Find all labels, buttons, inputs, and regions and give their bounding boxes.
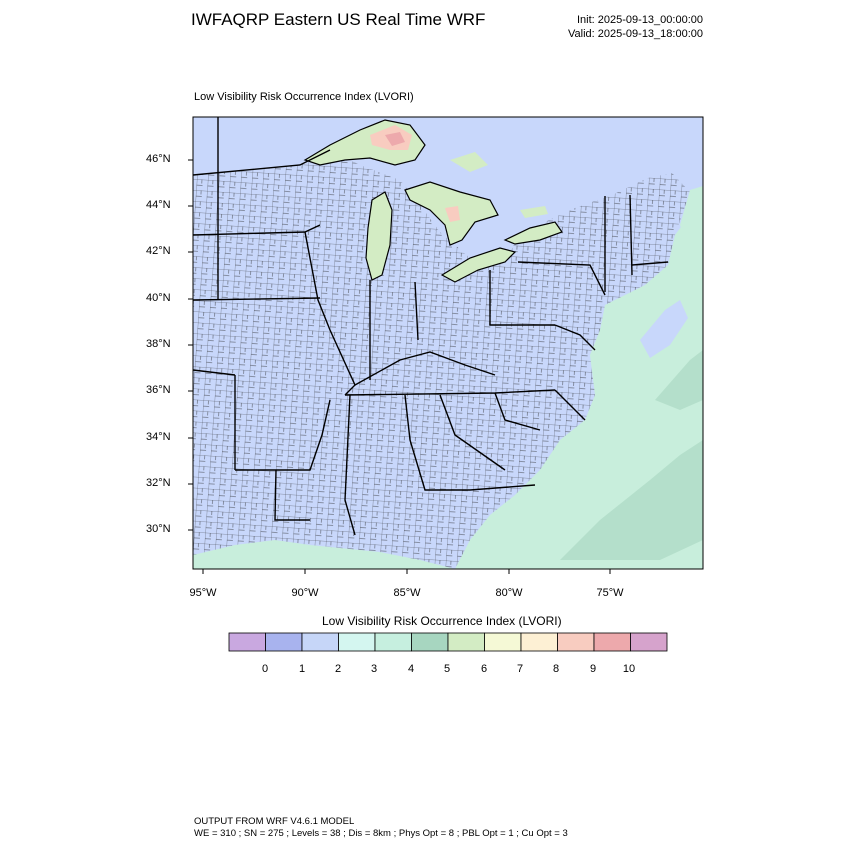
legend-label-7: 7 [516, 663, 524, 675]
lat-label-34: 34°N [146, 431, 171, 443]
legend-label-6: 6 [480, 663, 488, 675]
canada-green-patch-3 [680, 186, 703, 260]
lat-label-30: 30°N [146, 523, 171, 535]
legend-label-9: 9 [589, 663, 597, 675]
lon-label-95: 95°W [189, 587, 217, 599]
lat-label-42: 42°N [146, 245, 171, 257]
lake-michigan [365, 191, 393, 281]
lon-label-85: 85°W [393, 587, 421, 599]
valid-time: Valid: 2025-09-13_18:00:00 [568, 28, 703, 40]
lat-ticks [188, 159, 193, 531]
footer-model-line: OUTPUT FROM WRF V4.6.1 MODEL [194, 816, 355, 827]
legend-label-1: 1 [298, 663, 306, 675]
ocean-shading-1 [560, 440, 703, 560]
lon-label-90: 90°W [291, 587, 319, 599]
legend-label-10: 10 [622, 663, 636, 675]
lake-erie [440, 247, 517, 283]
gulf-of-mexico [193, 540, 455, 569]
map-title: IWFAQRP Eastern US Real Time WRF [191, 10, 486, 29]
footer-config-line: WE = 310 ; SN = 275 ; Levels = 38 ; Dis … [194, 828, 568, 839]
legend-label-2: 2 [334, 663, 342, 675]
lon-label-75: 75°W [596, 587, 624, 599]
lat-label-44: 44°N [146, 199, 171, 211]
county-boundaries [193, 150, 690, 569]
lake-huron-hotspot [445, 206, 460, 222]
lat-label-38: 38°N [146, 338, 171, 350]
legend-label-4: 4 [407, 663, 415, 675]
ocean-blue-patch [640, 300, 688, 358]
state-boundaries [193, 117, 669, 536]
init-time: Init: 2025-09-13_00:00:00 [577, 14, 703, 26]
legend-label-8: 8 [552, 663, 560, 675]
atlantic-ocean [455, 190, 703, 569]
legend-label-3: 3 [370, 663, 378, 675]
lon-label-80: 80°W [495, 587, 523, 599]
map-frame [192, 116, 704, 570]
lat-label-32: 32°N [146, 477, 171, 489]
lake-superior-core [385, 132, 405, 146]
lon-ticks [202, 569, 611, 574]
canada-green-patch-2 [520, 206, 548, 218]
ocean-shading-2 [655, 350, 703, 410]
map-subtitle: Low Visibility Risk Occurrence Index (LV… [194, 91, 414, 103]
canada-green-patch-1 [450, 152, 488, 172]
lat-label-36: 36°N [146, 384, 171, 396]
lat-label-40: 40°N [146, 292, 171, 304]
lake-ontario [503, 221, 563, 245]
legend-label-5: 5 [443, 663, 451, 675]
legend-label-0: 0 [261, 663, 269, 675]
lat-label-46: 46°N [146, 153, 171, 165]
legend-title: Low Visibility Risk Occurrence Index (LV… [322, 614, 562, 628]
